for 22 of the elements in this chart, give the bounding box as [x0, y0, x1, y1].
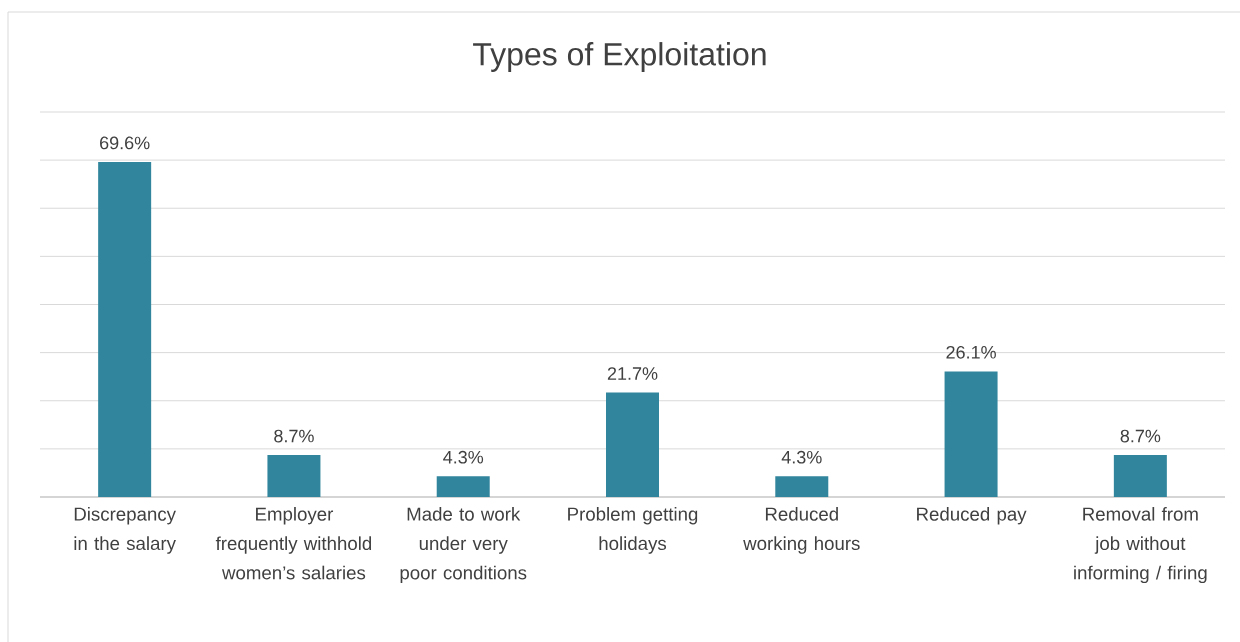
- bar: [267, 455, 321, 497]
- x-tick-label: Problem getting holidays: [568, 507, 698, 554]
- data-label: 69.6%: [100, 136, 150, 150]
- data-label: 4.3%: [781, 450, 822, 464]
- x-tick-label: Reduced working hours: [743, 507, 860, 554]
- data-label: 8.7%: [274, 429, 314, 443]
- data-label: 21.7%: [607, 367, 658, 380]
- bar: [98, 162, 152, 497]
- chart-title: Types of Exploitation: [473, 42, 766, 72]
- x-tick-label: Removal from job without informing / firing: [1074, 507, 1207, 584]
- bar: [944, 371, 998, 497]
- x-tick-label: Discrepancy in the salary: [74, 507, 176, 554]
- data-label: 8.7%: [1120, 429, 1161, 443]
- bar: [436, 476, 490, 497]
- x-tick-label: Reduced pay: [917, 507, 1027, 525]
- bar: [775, 476, 829, 497]
- x-tick-label: Employer frequently withhold women’s salaries: [215, 507, 372, 580]
- bar: [606, 392, 659, 497]
- data-label: 4.3%: [443, 450, 484, 464]
- data-label: 26.1%: [946, 345, 996, 359]
- x-tick-label: Made to work under very poor conditions: [400, 507, 527, 584]
- bar: [1113, 455, 1167, 497]
